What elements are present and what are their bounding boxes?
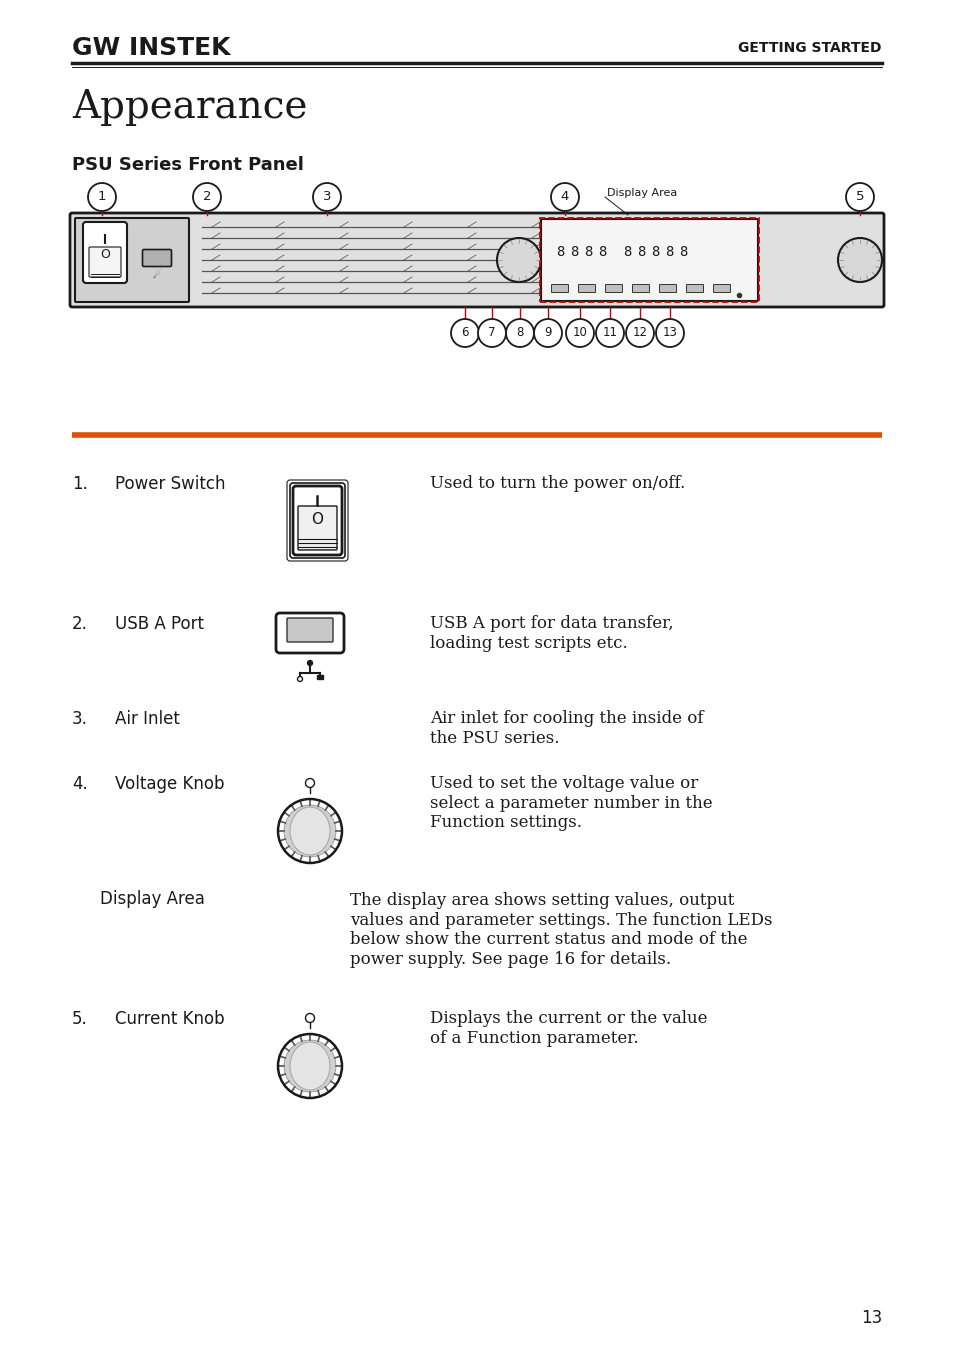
Text: 13: 13 bbox=[662, 326, 677, 340]
Text: ☄: ☄ bbox=[152, 270, 161, 281]
FancyBboxPatch shape bbox=[551, 285, 568, 293]
Text: GETTING STARTED: GETTING STARTED bbox=[738, 40, 882, 55]
FancyBboxPatch shape bbox=[83, 223, 127, 283]
Circle shape bbox=[193, 183, 221, 210]
FancyBboxPatch shape bbox=[686, 285, 702, 293]
Text: 8: 8 bbox=[598, 246, 605, 259]
Text: 9: 9 bbox=[543, 326, 551, 340]
FancyBboxPatch shape bbox=[659, 285, 676, 293]
FancyBboxPatch shape bbox=[713, 285, 730, 293]
Text: Air inlet for cooling the inside of
the PSU series.: Air inlet for cooling the inside of the … bbox=[430, 710, 702, 746]
FancyBboxPatch shape bbox=[287, 618, 333, 642]
Text: Used to set the voltage value or
select a parameter number in the
Function setti: Used to set the voltage value or select … bbox=[430, 774, 712, 831]
Bar bbox=[316, 674, 323, 679]
Circle shape bbox=[845, 183, 873, 210]
Text: 8: 8 bbox=[569, 246, 578, 259]
Circle shape bbox=[656, 318, 683, 347]
Text: 8: 8 bbox=[622, 246, 631, 259]
Text: 3: 3 bbox=[322, 190, 331, 204]
Circle shape bbox=[88, 183, 116, 210]
Text: 4.: 4. bbox=[71, 774, 88, 793]
Text: Power Switch: Power Switch bbox=[115, 475, 225, 492]
Text: 12: 12 bbox=[632, 326, 647, 340]
Circle shape bbox=[551, 183, 578, 210]
Text: 3.: 3. bbox=[71, 710, 88, 728]
Circle shape bbox=[565, 318, 594, 347]
Text: 13: 13 bbox=[860, 1309, 882, 1327]
Text: 2: 2 bbox=[203, 190, 211, 204]
Text: GW INSTEK: GW INSTEK bbox=[71, 36, 231, 59]
Text: Voltage Knob: Voltage Knob bbox=[115, 774, 224, 793]
Text: 8: 8 bbox=[664, 246, 673, 259]
Text: USB A port for data transfer,
loading test scripts etc.: USB A port for data transfer, loading te… bbox=[430, 615, 673, 652]
Text: PSU Series Front Panel: PSU Series Front Panel bbox=[71, 156, 304, 174]
Text: 1.: 1. bbox=[71, 475, 88, 492]
Text: The display area shows setting values, output
values and parameter settings. The: The display area shows setting values, o… bbox=[350, 892, 772, 967]
Circle shape bbox=[837, 237, 882, 282]
Circle shape bbox=[313, 183, 340, 210]
Circle shape bbox=[534, 318, 561, 347]
Text: 5.: 5. bbox=[71, 1010, 88, 1028]
FancyBboxPatch shape bbox=[142, 250, 172, 267]
Text: 8: 8 bbox=[556, 246, 563, 259]
Circle shape bbox=[497, 237, 540, 282]
Text: 7: 7 bbox=[488, 326, 496, 340]
Ellipse shape bbox=[290, 807, 330, 855]
Text: Display Area: Display Area bbox=[606, 188, 677, 198]
Bar bbox=[539, 219, 759, 302]
FancyBboxPatch shape bbox=[70, 213, 883, 308]
Text: 11: 11 bbox=[602, 326, 617, 340]
Ellipse shape bbox=[290, 1041, 330, 1090]
Text: 5: 5 bbox=[855, 190, 863, 204]
Text: Used to turn the power on/off.: Used to turn the power on/off. bbox=[430, 475, 684, 492]
Text: 10: 10 bbox=[572, 326, 587, 340]
Text: 2.: 2. bbox=[71, 615, 88, 633]
Text: 6: 6 bbox=[460, 326, 468, 340]
Text: Appearance: Appearance bbox=[71, 89, 307, 127]
FancyBboxPatch shape bbox=[89, 247, 121, 277]
FancyBboxPatch shape bbox=[632, 285, 649, 293]
FancyBboxPatch shape bbox=[605, 285, 622, 293]
Text: 8: 8 bbox=[679, 246, 686, 259]
Circle shape bbox=[305, 1013, 314, 1023]
FancyBboxPatch shape bbox=[297, 506, 336, 550]
Circle shape bbox=[307, 661, 313, 665]
FancyBboxPatch shape bbox=[540, 219, 758, 301]
FancyBboxPatch shape bbox=[75, 219, 189, 302]
Circle shape bbox=[477, 318, 505, 347]
Text: 8: 8 bbox=[650, 246, 659, 259]
Text: 4: 4 bbox=[560, 190, 569, 204]
FancyBboxPatch shape bbox=[287, 480, 348, 561]
Circle shape bbox=[305, 778, 314, 788]
Text: Displays the current or the value
of a Function parameter.: Displays the current or the value of a F… bbox=[430, 1010, 707, 1047]
Text: 8: 8 bbox=[637, 246, 644, 259]
Text: O: O bbox=[311, 513, 323, 527]
Text: 8: 8 bbox=[583, 246, 592, 259]
Text: Air Inlet: Air Inlet bbox=[115, 710, 180, 728]
Circle shape bbox=[596, 318, 623, 347]
Circle shape bbox=[284, 805, 335, 857]
Text: 1: 1 bbox=[97, 190, 106, 204]
Text: USB A Port: USB A Port bbox=[115, 615, 204, 633]
Text: Current Knob: Current Knob bbox=[115, 1010, 224, 1028]
FancyBboxPatch shape bbox=[275, 612, 344, 653]
Circle shape bbox=[297, 676, 302, 681]
Circle shape bbox=[505, 318, 534, 347]
FancyBboxPatch shape bbox=[578, 285, 595, 293]
Circle shape bbox=[284, 1040, 335, 1091]
Circle shape bbox=[625, 318, 654, 347]
Circle shape bbox=[451, 318, 478, 347]
Text: 8: 8 bbox=[516, 326, 523, 340]
Text: O: O bbox=[100, 248, 110, 262]
Text: Display Area: Display Area bbox=[100, 890, 205, 908]
